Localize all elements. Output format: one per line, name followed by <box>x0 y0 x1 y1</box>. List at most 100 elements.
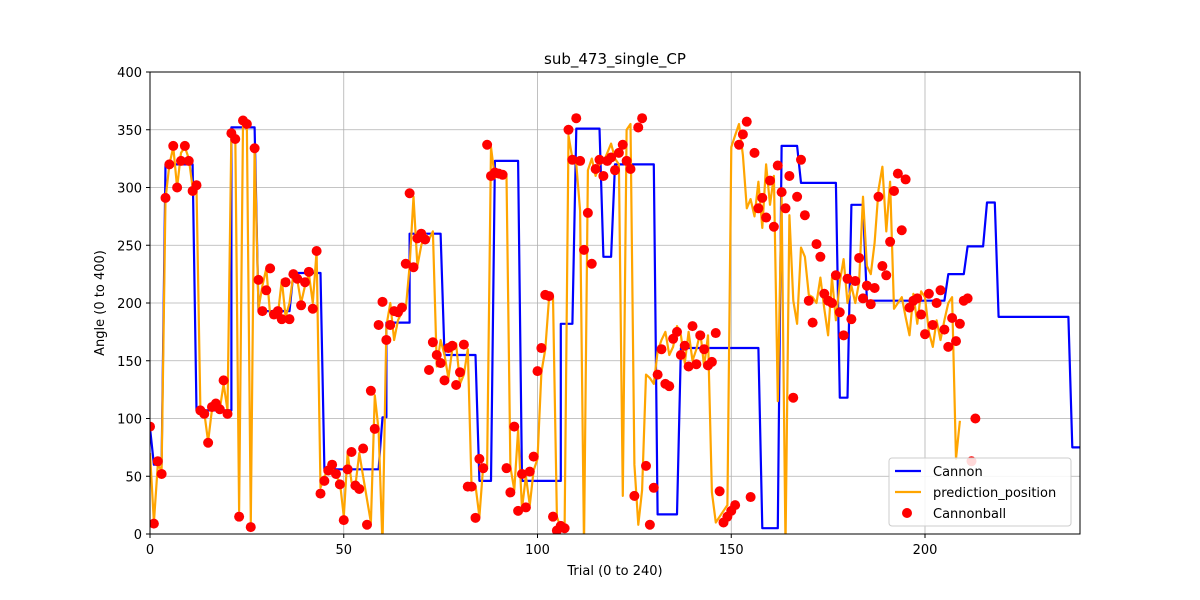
cannonball-point <box>737 129 748 140</box>
series-layer <box>150 113 1080 534</box>
cannonball-point <box>408 262 419 273</box>
cannonball-point <box>307 303 318 314</box>
cannonball-point <box>420 234 431 245</box>
cannonball-point <box>830 270 841 281</box>
cannonball-point <box>788 392 799 403</box>
cannonball-point <box>253 274 264 285</box>
y-tick-label: 400 <box>117 66 142 81</box>
cannonball-point <box>385 319 396 330</box>
cannonball-point <box>706 356 717 367</box>
cannonball-point <box>315 488 326 499</box>
cannonball-point <box>861 280 872 291</box>
cannonball-point <box>358 443 369 454</box>
cannonball-point <box>889 185 899 196</box>
cannonball-point <box>594 154 605 165</box>
y-tick-label: 250 <box>117 239 142 254</box>
cannonball-point <box>912 293 923 304</box>
cannonball-point <box>598 170 609 181</box>
cannonball-point <box>168 140 179 151</box>
cannonball-point <box>629 490 640 501</box>
cannonball-point <box>892 168 903 179</box>
cannonball-point <box>150 421 155 432</box>
cannonball-point <box>156 468 167 479</box>
cannonball-point <box>617 139 628 150</box>
y-tick-label: 100 <box>117 413 142 428</box>
cannonball-point <box>606 152 617 163</box>
cannonball-point <box>714 486 725 497</box>
cannonball-point <box>520 502 531 513</box>
cannonball-point <box>276 314 287 325</box>
cannonball-point <box>241 118 252 129</box>
cannonball-point <box>672 326 682 337</box>
y-tick-label: 200 <box>117 297 142 312</box>
cannonball-point <box>245 522 256 533</box>
cannonball-point <box>586 258 597 269</box>
cannonball-point <box>261 285 272 296</box>
cannonball-point <box>792 191 803 202</box>
y-tick-label: 50 <box>125 470 142 485</box>
x-axis-label: Trial (0 to 240) <box>566 564 662 579</box>
cannonball-point <box>536 343 547 354</box>
cannonball-point <box>799 210 810 221</box>
cannonball-point <box>730 500 741 511</box>
cannonball-point <box>745 492 756 503</box>
cannonball-point <box>284 314 295 325</box>
legend-label: Cannonball <box>933 507 1006 522</box>
cannonball-point <box>954 318 965 329</box>
cannonball-point <box>346 446 357 457</box>
cannonball-point <box>327 459 338 470</box>
cannonball-point <box>497 169 508 180</box>
cannonball-point <box>873 191 884 202</box>
legend: Cannon prediction_position Cannonball <box>888 457 1072 527</box>
cannonball-point <box>571 113 582 124</box>
cannonball-point <box>943 341 954 352</box>
cannonball-point <box>176 155 186 166</box>
cannonball-point <box>827 298 837 308</box>
cannonball-point <box>691 359 702 370</box>
cannonball-point <box>172 182 183 193</box>
cannonball-point <box>683 361 694 372</box>
chart-title: sub_473_single_CP <box>544 50 686 69</box>
cannonball-point <box>610 165 620 176</box>
cannonball-point <box>482 139 493 150</box>
cannonball-point <box>749 147 760 158</box>
cannonball-point <box>342 464 353 475</box>
cannonball-point <box>544 291 555 302</box>
cannonball-point <box>199 408 210 419</box>
cannonball-point <box>559 523 570 534</box>
x-tick-label: 150 <box>719 543 744 558</box>
cannonball-point <box>579 244 589 255</box>
prediction-series-line <box>150 122 961 534</box>
cannonball-point <box>644 519 655 530</box>
cannonball-point <box>505 487 516 498</box>
cannonball-point <box>451 380 462 391</box>
cannonball-point <box>152 456 163 467</box>
cannonball-point <box>962 293 973 304</box>
cannonball-point <box>734 139 744 150</box>
cannonball-point <box>916 309 927 320</box>
cannonball-point <box>300 277 310 288</box>
cannonball-point <box>757 192 768 203</box>
cannonball-point <box>311 246 322 257</box>
cannonball-point <box>772 160 783 171</box>
cannonball-point <box>664 381 675 392</box>
cannonball-point <box>191 180 202 191</box>
cannonball-point <box>214 404 225 415</box>
cannonball-point <box>768 221 779 232</box>
cannonball-point <box>927 319 938 330</box>
cannonball-point <box>303 266 314 277</box>
x-tick-label: 200 <box>913 543 938 558</box>
cannonball-point <box>885 236 896 247</box>
cannonball-point <box>613 147 624 158</box>
cannonball-point <box>222 408 233 419</box>
cannonball-point <box>354 483 365 494</box>
cannonball-point <box>838 330 849 341</box>
cannonball-point <box>164 159 175 170</box>
cannonball-point <box>931 298 942 308</box>
cannonball-point <box>858 293 868 304</box>
cannonball-point <box>234 511 245 522</box>
cannonball-point <box>842 273 853 284</box>
cannonball-point <box>951 336 961 347</box>
cannonball-point <box>334 479 345 490</box>
